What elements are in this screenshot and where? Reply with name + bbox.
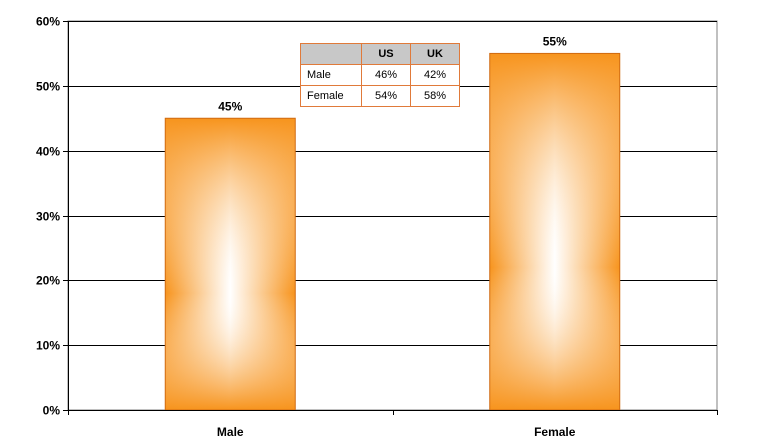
- table-row-label: Male: [300, 64, 362, 86]
- y-tick-label: 20%: [36, 274, 60, 288]
- y-tick-label: 10%: [36, 339, 60, 353]
- table-header-row: US UK: [300, 43, 460, 65]
- labels: 0% 10% 20% 30% 40% 50% 60% 45% Male 55% Female: [36, 15, 576, 440]
- bar-shade: [165, 118, 296, 410]
- bar-male: [164, 117, 296, 411]
- table-row: Male 46% 42%: [300, 64, 460, 86]
- y-tick-label: 0%: [43, 404, 61, 418]
- table-cell: 54%: [361, 85, 411, 107]
- x-category-label: Female: [534, 425, 576, 439]
- data-label: 45%: [218, 99, 242, 113]
- y-tick-label: 60%: [36, 15, 60, 29]
- table-cell: 46%: [361, 64, 411, 86]
- y-tick-label: 40%: [36, 145, 60, 159]
- axes: [63, 21, 718, 415]
- table-row: Female 54% 58%: [300, 85, 460, 107]
- table-header-uk: UK: [410, 43, 460, 65]
- table-row-label: Female: [300, 85, 362, 107]
- table-corner-cell: [300, 43, 362, 65]
- bars: [164, 52, 621, 411]
- bar-shade: [489, 53, 620, 411]
- data-label: 55%: [543, 34, 567, 48]
- y-tick-label: 30%: [36, 210, 60, 224]
- inset-data-table: US UK Male 46% 42% Female 54% 58%: [300, 43, 460, 107]
- bar-female: [489, 52, 621, 411]
- table-header-us: US: [361, 43, 411, 65]
- x-category-label: Male: [217, 425, 244, 439]
- table-cell: 42%: [410, 64, 460, 86]
- table-cell: 58%: [410, 85, 460, 107]
- y-tick-label: 50%: [36, 80, 60, 94]
